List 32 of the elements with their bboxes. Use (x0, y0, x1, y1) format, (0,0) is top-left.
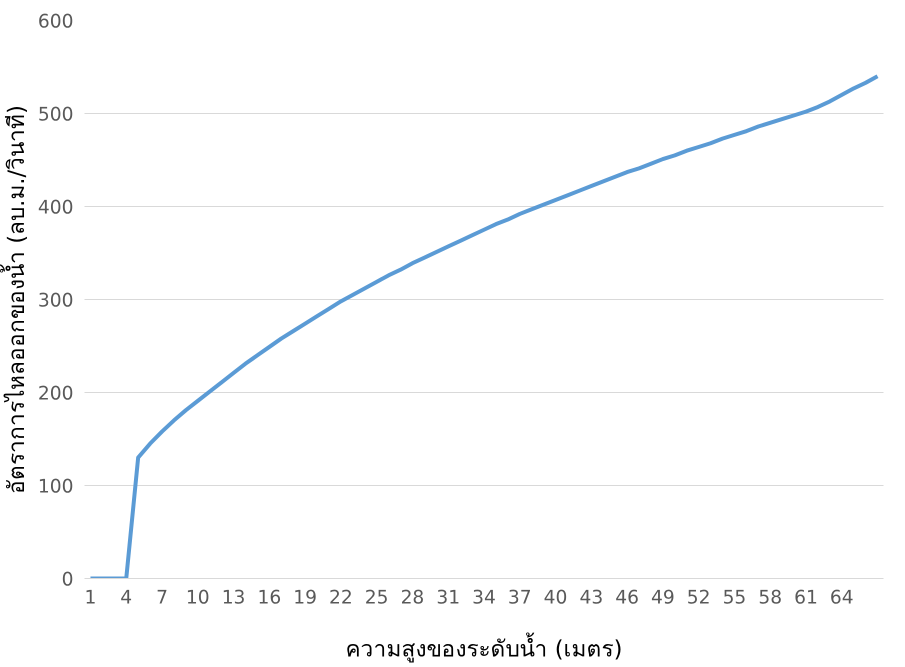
x-tick-label: 46 (615, 588, 639, 608)
x-tick-label: 10 (186, 588, 210, 608)
x-tick-label: 1 (84, 588, 96, 608)
y-tick-label: 100 (38, 476, 74, 498)
y-tick-label: 500 (38, 104, 74, 126)
x-tick-label: 64 (830, 588, 854, 608)
y-tick-label: 0 (62, 570, 74, 590)
x-tick-label: 43 (579, 588, 604, 608)
line-series (88, 74, 880, 578)
x-tick-label: 34 (472, 588, 496, 608)
x-tick-label: 58 (758, 588, 782, 608)
x-tick-label: 7 (156, 588, 168, 608)
x-tick-label: 25 (364, 588, 389, 608)
x-tick-label: 61 (794, 588, 818, 608)
x-tick-label: 22 (329, 588, 353, 608)
x-tick-label: 28 (400, 588, 424, 608)
x-tick-label: 40 (544, 588, 568, 608)
x-tick-label: 13 (222, 588, 246, 608)
x-tick-label: 37 (508, 588, 532, 608)
y-tick-label: 600 (38, 12, 74, 32)
x-tick-label: 49 (651, 588, 675, 608)
y-tick-label: 200 (38, 384, 74, 404)
x-tick-label: 4 (120, 588, 132, 608)
y-tick-label: 400 (38, 198, 74, 218)
x-tick-label: 52 (686, 588, 711, 608)
x-axis-title: ความสูงของระดับน้ำ (เมตร) (346, 632, 622, 662)
y-tick-label: 300 (38, 290, 74, 312)
x-tick-label: 19 (293, 588, 317, 608)
x-tick-label: 55 (722, 588, 746, 608)
y-axis-title: อัตราการไหลออกของน้ำ (ลบ.ม./วินาที) (0, 105, 30, 494)
x-tick-label: 16 (257, 588, 282, 608)
x-tick-label: 31 (436, 588, 460, 608)
